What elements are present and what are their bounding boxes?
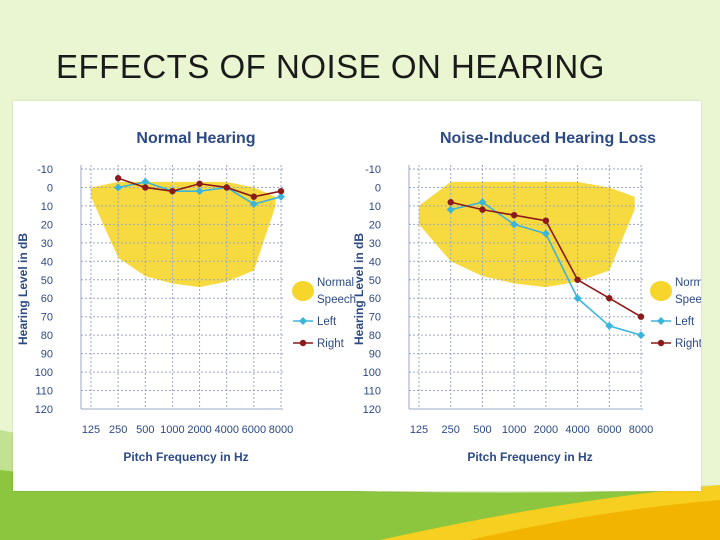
data-point-right xyxy=(223,184,230,191)
y-tick-label: 60 xyxy=(369,293,381,305)
chart-title: Normal Hearing xyxy=(136,130,255,147)
x-axis-label: Pitch Frequency in Hz xyxy=(123,450,248,464)
data-point-right xyxy=(574,276,581,283)
legend-label-left: Left xyxy=(675,316,695,328)
y-tick-label: -10 xyxy=(365,164,381,176)
legend-speech-swatch xyxy=(292,281,314,301)
x-tick-label: 1000 xyxy=(160,424,184,436)
speech-banana xyxy=(419,181,635,288)
data-point-right xyxy=(142,184,149,191)
y-tick-label: -10 xyxy=(37,164,53,176)
data-point-left xyxy=(446,205,455,214)
y-tick-label: 0 xyxy=(47,182,53,194)
data-point-right xyxy=(510,211,518,219)
y-tick-label: 40 xyxy=(369,256,381,268)
data-point-right xyxy=(250,193,258,200)
x-tick-label: 2000 xyxy=(534,424,558,436)
legend-left-marker xyxy=(299,317,307,325)
y-tick-label: 10 xyxy=(369,201,381,213)
legend-label-normal: Normal xyxy=(675,277,701,289)
data-point-right xyxy=(606,295,613,302)
legend-right-marker xyxy=(299,339,307,347)
y-tick-label: 30 xyxy=(41,238,53,250)
legend-left-marker xyxy=(657,317,665,325)
audiogram-figure: Normal Hearing -10 0 10 20 30 40 50 60 70 80 90 100 1… xyxy=(13,101,701,491)
y-tick-label: 50 xyxy=(41,275,53,287)
y-tick-label: 20 xyxy=(369,219,381,231)
y-tick-label: 60 xyxy=(41,293,53,305)
y-tick-label: 80 xyxy=(41,330,53,342)
x-tick-label: 8000 xyxy=(269,424,293,436)
x-tick-label: 250 xyxy=(109,424,127,436)
x-tick-label: 8000 xyxy=(629,424,653,436)
data-point-right xyxy=(196,180,203,187)
x-tick-label: 4000 xyxy=(214,424,238,436)
data-point-left xyxy=(637,331,645,340)
data-point-left xyxy=(277,192,285,201)
data-point-right xyxy=(479,206,486,213)
x-tick-label: 250 xyxy=(442,424,460,436)
x-tick-label: 500 xyxy=(136,424,154,436)
data-point-right xyxy=(277,187,285,195)
legend-label-right: Right xyxy=(675,338,701,350)
x-tick-label: 500 xyxy=(473,424,491,436)
data-point-left xyxy=(573,294,582,303)
data-point-right xyxy=(169,187,176,195)
x-tick-label: 6000 xyxy=(242,424,266,436)
y-tick-label: 50 xyxy=(369,275,381,287)
data-point-right xyxy=(637,313,645,320)
y-tick-label: 100 xyxy=(35,367,53,379)
y-tick-label: 70 xyxy=(369,312,381,324)
y-tick-label: 40 xyxy=(41,256,53,268)
chart-0: Normal Hearing -10 0 10 20 30 40 50 60 70 80 90 100 1… xyxy=(16,130,356,464)
x-tick-label: 4000 xyxy=(565,424,589,436)
y-tick-label: 90 xyxy=(41,349,53,361)
legend-label-left: Left xyxy=(317,316,337,328)
legend-right-marker xyxy=(657,339,665,347)
x-tick-label: 125 xyxy=(82,424,100,436)
y-tick-label: 110 xyxy=(363,386,381,398)
legend-speech-swatch xyxy=(650,281,672,301)
data-point-right xyxy=(114,175,122,182)
chart-1: Noise-Induced Hearing Loss -10 0 10 20 30 40 50… xyxy=(352,130,701,464)
data-point-left xyxy=(141,177,150,186)
audiogram-charts: Normal Hearing-1001020304050607080901001… xyxy=(16,130,701,464)
speech-banana xyxy=(91,181,276,288)
y-axis-label: Hearing Level in dB xyxy=(16,233,30,345)
data-point-left xyxy=(249,200,258,209)
y-tick-label: 90 xyxy=(369,349,381,361)
y-tick-label: 70 xyxy=(41,312,53,324)
legend-label-normal: Normal xyxy=(317,277,354,289)
y-axis-label: Hearing Level in dB xyxy=(352,233,366,345)
x-axis-label: Pitch Frequency in Hz xyxy=(467,450,592,464)
data-point-left xyxy=(541,229,550,238)
y-tick-label: 20 xyxy=(41,219,53,231)
data-point-left xyxy=(114,183,123,192)
y-tick-label: 10 xyxy=(41,201,53,213)
y-tick-label: 120 xyxy=(35,404,53,416)
slide-title: EFFECTS OF NOISE ON HEARING xyxy=(56,48,605,85)
data-point-left xyxy=(478,198,487,207)
y-tick-label: 110 xyxy=(35,386,53,398)
y-tick-label: 100 xyxy=(363,367,381,379)
y-tick-label: 0 xyxy=(375,182,381,194)
x-tick-label: 6000 xyxy=(597,424,621,436)
x-tick-label: 125 xyxy=(410,424,428,436)
y-tick-label: 120 xyxy=(363,404,381,416)
data-point-right xyxy=(447,199,454,206)
y-tick-label: 30 xyxy=(369,238,381,250)
chart-title: Noise-Induced Hearing Loss xyxy=(440,130,656,147)
data-point-right xyxy=(542,217,550,224)
legend-label-right: Right xyxy=(317,338,345,350)
legend-label-speech: Speech xyxy=(675,294,701,306)
data-point-left xyxy=(605,321,614,330)
x-tick-label: 2000 xyxy=(187,424,211,436)
y-tick-label: 80 xyxy=(369,330,381,342)
x-tick-label: 1000 xyxy=(502,424,526,436)
data-point-left xyxy=(195,187,204,196)
legend-label-speech: Speech xyxy=(317,294,356,306)
